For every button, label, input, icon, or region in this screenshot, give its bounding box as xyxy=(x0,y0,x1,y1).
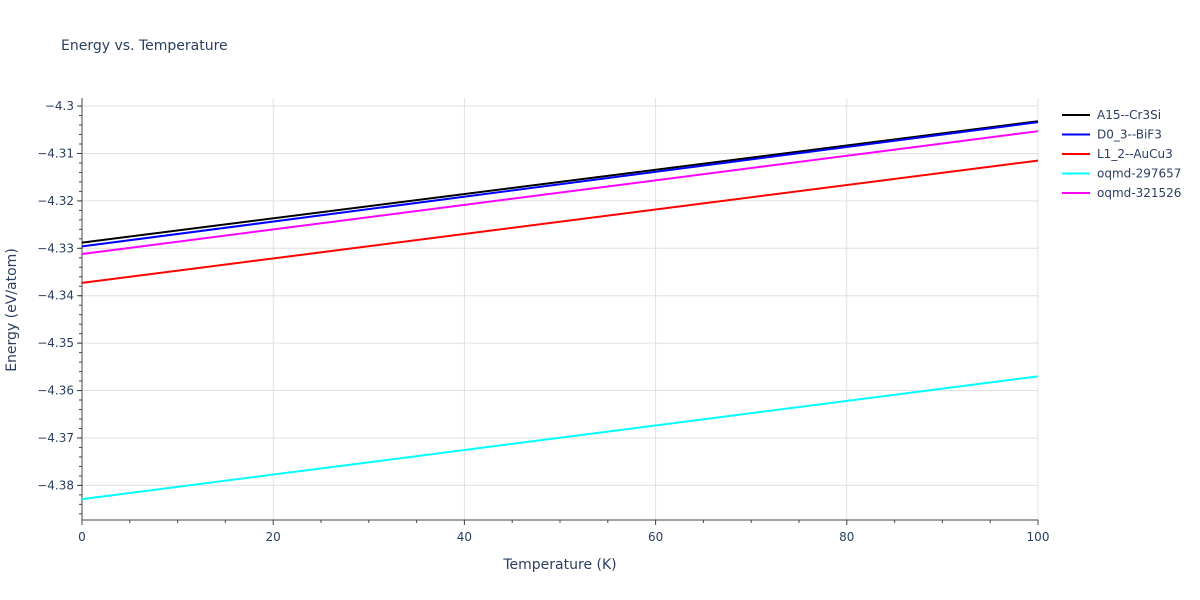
series-lines xyxy=(81,120,1039,501)
x-tick-label: 20 xyxy=(266,530,281,544)
gridlines xyxy=(82,98,1039,520)
y-tick-label: −4.3 xyxy=(45,99,74,113)
x-tick-label: 100 xyxy=(1027,530,1050,544)
y-tick-label: −4.31 xyxy=(37,146,74,160)
y-tick-label: −4.35 xyxy=(37,336,74,350)
x-tick-label: 40 xyxy=(457,530,472,544)
y-axis-label: Energy (eV/atom) xyxy=(4,248,20,372)
legend: A15--Cr3Si D0_3--BiF3 L1_2--AuCu3 oqmd-2976… xyxy=(1062,108,1181,200)
y-tick-label: −4.36 xyxy=(37,384,74,398)
legend-label: A15--Cr3Si xyxy=(1097,108,1161,122)
legend-label: L1_2--AuCu3 xyxy=(1097,147,1173,161)
chart-title: Energy vs. Temperature xyxy=(61,38,228,54)
x-axis-label: Temperature (K) xyxy=(502,557,616,573)
legend-label: oqmd-321526 xyxy=(1097,186,1181,200)
y-tick-label: −4.32 xyxy=(37,194,74,208)
series-line-oqmd-297657 xyxy=(81,375,1039,501)
legend-label: D0_3--BiF3 xyxy=(1097,128,1162,142)
x-tick-label: 80 xyxy=(839,530,854,544)
series-line-L1_2--AuCu3 xyxy=(81,159,1039,284)
x-tick-label: 0 xyxy=(78,530,86,544)
y-tick-label: −4.33 xyxy=(37,241,74,255)
series-line-D0_3--BiF3 xyxy=(81,121,1039,248)
series-line-A15--Cr3Si xyxy=(81,120,1039,244)
series-line-oqmd-321526 xyxy=(81,130,1039,255)
y-tick-label: −4.37 xyxy=(37,431,74,445)
x-tick-label: 60 xyxy=(648,530,663,544)
y-tick-label: −4.34 xyxy=(37,289,74,303)
legend-label: oqmd-297657 xyxy=(1097,167,1181,181)
y-tick-label: −4.38 xyxy=(37,478,74,492)
axes: 0 20 40 60 80 100 −4.3 −4.31 −4.32 −4.33 −4.34 −4.3… xyxy=(37,98,1049,544)
